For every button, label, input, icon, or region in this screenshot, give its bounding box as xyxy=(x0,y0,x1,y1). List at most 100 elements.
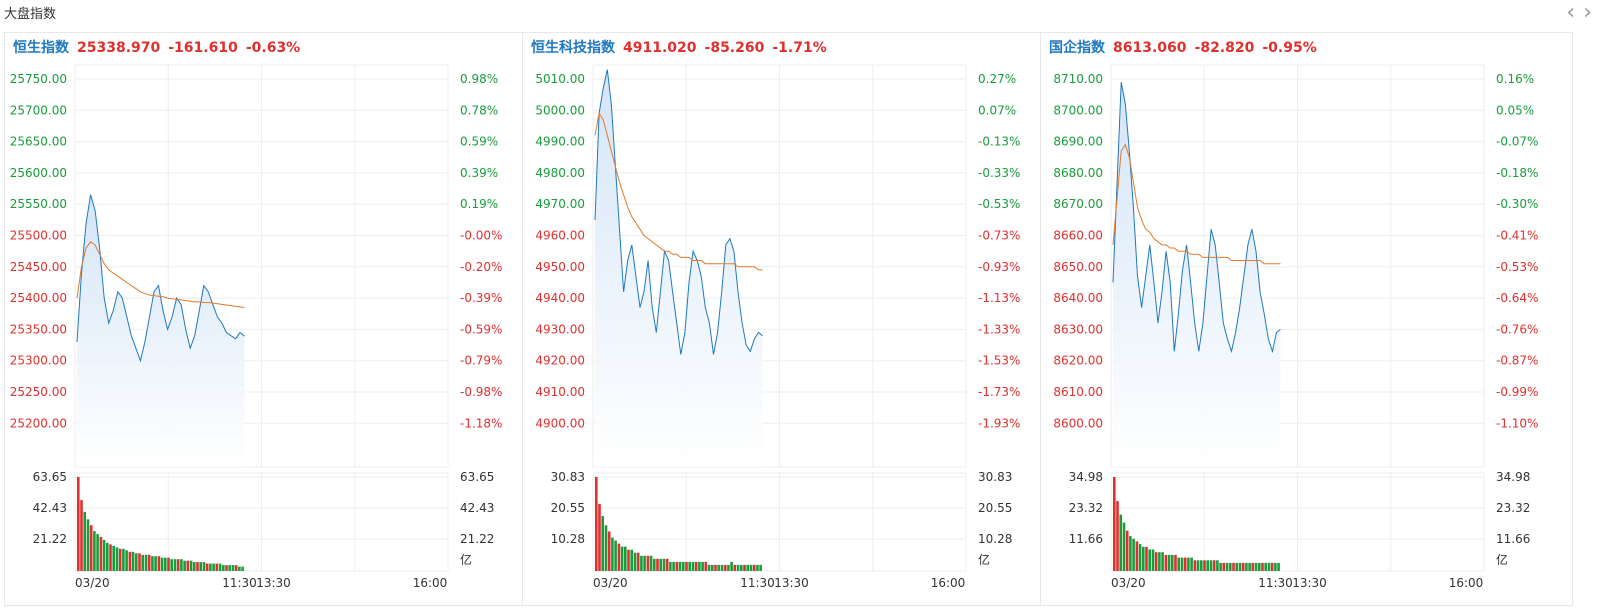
volume-bar xyxy=(167,557,170,571)
volume-bar xyxy=(730,561,733,571)
pct-tick-label: 0.98% xyxy=(460,72,498,86)
volume-bar xyxy=(1232,562,1235,571)
volume-bar xyxy=(595,477,598,571)
volume-bar xyxy=(102,540,106,571)
prev-arrow-icon[interactable]: ‹ xyxy=(1566,0,1584,25)
pct-tick-label: -0.41% xyxy=(1496,229,1538,243)
volume-tick-label: 42.43 xyxy=(33,501,67,515)
pct-tick-label: -0.30% xyxy=(1496,197,1538,211)
intraday-chart: 8710.00 0.16% 8700.00 0.05% 8690.00 -0.07% 868… xyxy=(1053,64,1538,590)
index-name[interactable]: 恒生科技指数 xyxy=(531,40,615,56)
volume-bar xyxy=(746,564,749,571)
index-change: -161.610 xyxy=(168,40,238,56)
time-tick-label: 03/20 xyxy=(75,576,110,590)
volume-bar xyxy=(1254,562,1258,571)
volume-bar xyxy=(698,561,701,571)
volume-bar xyxy=(646,555,650,571)
volume-bar xyxy=(205,563,209,571)
price-tick-label: 8680.00 xyxy=(1053,166,1103,180)
average-line xyxy=(594,112,763,271)
volume-bar xyxy=(711,564,714,571)
price-area xyxy=(1113,82,1281,467)
volume-bar xyxy=(672,561,675,571)
price-line xyxy=(76,194,245,363)
section-title: 大盘指数 xyxy=(4,7,57,22)
volume-bar xyxy=(678,561,682,571)
index-card-hstech[interactable]: 恒生科技指数 4911.020 -85.260 -1.71% 5010.00 0.27%… xyxy=(522,32,1055,606)
volume-bar xyxy=(1235,562,1238,571)
volume-bar xyxy=(669,561,672,571)
price-tick-label: 4960.00 xyxy=(535,229,585,243)
price-tick-label: 8700.00 xyxy=(1053,103,1103,117)
next-arrow-icon[interactable]: › xyxy=(1583,0,1600,25)
volume-tick-label: 42.43 xyxy=(460,501,494,515)
volume-bar xyxy=(196,562,199,571)
volume-bar xyxy=(209,563,212,571)
volume-bar xyxy=(1129,536,1132,571)
pct-tick-label: -1.18% xyxy=(460,416,502,430)
index-pct: -0.95% xyxy=(1262,40,1317,56)
volume-tick-label: 63.65 xyxy=(33,470,67,484)
index-change: -82.820 xyxy=(1194,40,1255,56)
volume-bar xyxy=(1264,562,1267,571)
volume-bar xyxy=(717,564,720,571)
volume-bar xyxy=(749,564,753,571)
volume-bar xyxy=(1219,562,1222,571)
price-tick-label: 8710.00 xyxy=(1053,72,1103,86)
price-tick-label: 8610.00 xyxy=(1053,385,1103,399)
price-tick-label: 8620.00 xyxy=(1053,354,1103,368)
volume-bar xyxy=(1122,522,1126,571)
volume-bar xyxy=(86,519,90,571)
index-price: 4911.020 xyxy=(623,40,697,56)
time-tick-label: 13:30 xyxy=(1292,576,1327,590)
index-name[interactable]: 恒生指数 xyxy=(13,40,69,56)
volume-bar xyxy=(225,565,228,571)
volume-bar xyxy=(170,559,173,571)
pct-tick-label: -0.18% xyxy=(1496,166,1538,180)
volume-bar xyxy=(180,559,183,571)
volume-bar xyxy=(607,531,611,571)
index-card-hsi[interactable]: 恒生指数 25338.970 -161.610 -0.63% 25750.00 0.98… xyxy=(4,32,537,606)
index-name[interactable]: 国企指数 xyxy=(1049,40,1105,56)
price-tick-label: 25400.00 xyxy=(10,291,67,305)
volume-bar xyxy=(740,564,743,571)
volume-bar xyxy=(694,561,698,571)
volume-tick-label: 21.22 xyxy=(460,532,494,546)
volume-bar xyxy=(636,552,640,571)
volume-bar xyxy=(727,564,730,571)
volume-bar xyxy=(115,547,119,571)
volume-bar xyxy=(1116,501,1119,571)
pct-tick-label: 0.27% xyxy=(978,72,1016,86)
pct-tick-label: 0.59% xyxy=(460,135,498,149)
volume-tick-label: 10.28 xyxy=(551,532,585,546)
pct-tick-label: -1.73% xyxy=(978,385,1020,399)
time-tick-label: 11:30 xyxy=(740,576,775,590)
price-tick-label: 25450.00 xyxy=(10,260,67,274)
volume-bar xyxy=(176,559,180,571)
volume-bar xyxy=(1177,557,1180,571)
volume-bar xyxy=(736,564,740,571)
volume-bar xyxy=(193,562,196,571)
volume-bar xyxy=(1154,552,1158,571)
volume-bar xyxy=(653,558,656,571)
volume-bar xyxy=(675,561,679,571)
volume-bar xyxy=(604,525,608,571)
volume-bar xyxy=(649,555,653,571)
volume-bar xyxy=(1161,552,1164,571)
index-card-hscei[interactable]: 国企指数 8613.060 -82.820 -0.95% 8710.00 0.16% 87… xyxy=(1040,32,1573,606)
pct-tick-label: -0.53% xyxy=(978,197,1020,211)
volume-bar xyxy=(1145,546,1148,571)
volume-bar xyxy=(720,564,724,571)
volume-bar xyxy=(125,550,128,571)
pct-tick-label: 0.05% xyxy=(1496,103,1534,117)
volume-bar xyxy=(135,553,138,571)
volume-bar xyxy=(1196,560,1200,571)
volume-bar xyxy=(688,561,691,571)
volume-bar xyxy=(614,540,617,571)
volume-bar xyxy=(83,511,86,571)
price-tick-label: 8630.00 xyxy=(1053,322,1103,336)
pct-tick-label: -1.10% xyxy=(1496,416,1538,430)
pct-tick-label: -0.93% xyxy=(978,260,1020,274)
volume-bar xyxy=(733,564,737,571)
volume-unit-label: 亿 xyxy=(1496,552,1508,567)
